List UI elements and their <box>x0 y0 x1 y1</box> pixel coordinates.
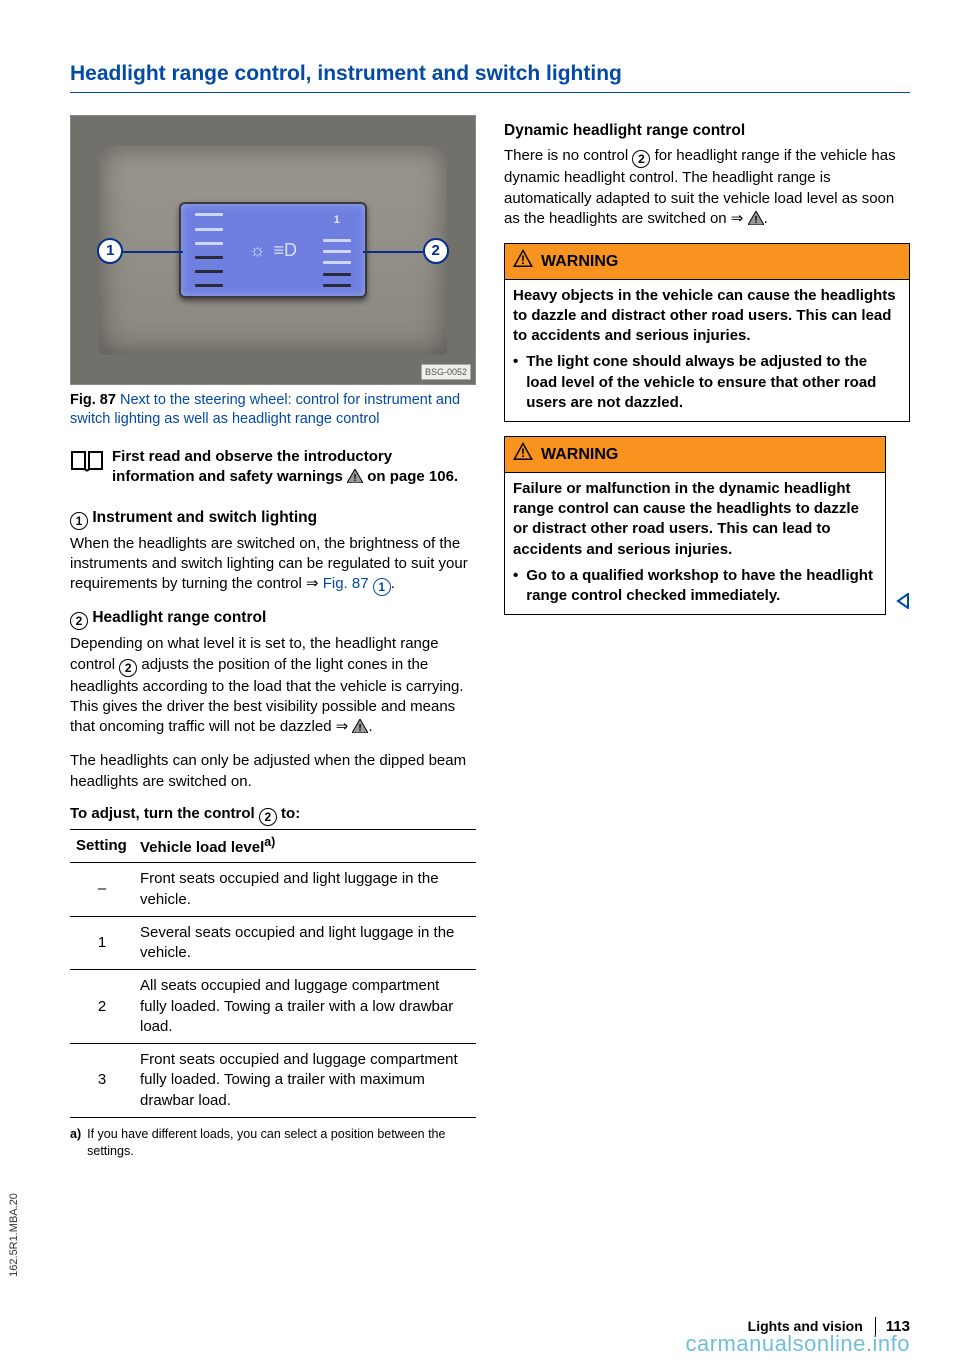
circled-2-table: 2 <box>259 808 277 826</box>
figure-id: BSG-0052 <box>421 364 471 380</box>
svg-text:!: ! <box>359 723 362 733</box>
watermark: carmanualsonline.info <box>685 1329 910 1359</box>
table-row: 1Several seats occupied and light luggag… <box>70 916 476 970</box>
warning1-bullet: The light cone should always be adjusted… <box>526 352 901 413</box>
right-column: Dynamic headlight range control There is… <box>504 115 910 1159</box>
svg-text:!: ! <box>754 215 757 225</box>
warning-box-2: ! WARNING Failure or malfunction in the … <box>504 436 886 615</box>
svg-text:!: ! <box>353 473 356 483</box>
circled-1: 1 <box>70 512 88 530</box>
circled-1-ref: 1 <box>373 578 391 596</box>
warning-box-1: ! WARNING Heavy objects in the vehicle c… <box>504 243 910 422</box>
svg-text:!: ! <box>521 253 525 267</box>
circled-2-inline: 2 <box>119 659 137 677</box>
fig-ref-link[interactable]: Fig. 87 <box>323 575 369 592</box>
warning2-bullet: Go to a qualified workshop to have the h… <box>526 566 877 607</box>
warning-label: WARNING <box>541 444 618 466</box>
svg-text:!: ! <box>521 446 525 460</box>
figure-caption-text: Next to the steering wheel: control for … <box>70 392 460 427</box>
warning-triangle-icon: ! <box>347 469 363 489</box>
dynamic-heading: Dynamic headlight range control <box>504 121 910 142</box>
document-code: 162.5R1.MBA.20 <box>7 1193 22 1277</box>
intro-text: First read and observe the introductory … <box>112 447 476 490</box>
panel-icons: ☼≡D <box>249 238 297 262</box>
warning2-text: Failure or malfunction in the dynamic he… <box>513 479 877 560</box>
table-footnote: a) If you have different loads, you can … <box>70 1126 476 1160</box>
section2-heading: 2 Headlight range control <box>70 608 476 630</box>
warning-label: WARNING <box>541 251 618 273</box>
warning-triangle-icon: ! <box>513 442 533 467</box>
warning1-text: Heavy objects in the vehicle can cause t… <box>513 286 901 347</box>
table-header-load: Vehicle load levela) <box>134 830 476 863</box>
control-panel-illustration: ☼≡D 1 <box>179 202 367 298</box>
figure-caption: Fig. 87 Next to the steering wheel: cont… <box>70 391 476 429</box>
page-title: Headlight range control, instrument and … <box>70 60 910 93</box>
table-header-setting: Setting <box>70 830 134 863</box>
left-column: ☼≡D 1 1 2 BSG-0052 Fig. <box>70 115 476 1159</box>
warning-triangle-icon: ! <box>748 211 764 231</box>
section1-body: When the headlights are switched on, the… <box>70 534 476 597</box>
dynamic-body: There is no control 2 for headlight rang… <box>504 146 910 231</box>
book-icon <box>70 449 104 490</box>
section2-body1: Depending on what level it is set to, th… <box>70 634 476 739</box>
section1-heading: 1 Instrument and switch lighting <box>70 508 476 530</box>
table-row: 2All seats occupied and luggage compartm… <box>70 970 476 1044</box>
circled-2-dyn: 2 <box>632 150 650 168</box>
callout-1: 1 <box>97 238 123 264</box>
table-row: –Front seats occupied and light luggage … <box>70 863 476 917</box>
figure-caption-prefix: Fig. 87 <box>70 392 116 408</box>
section2-body2: The headlights can only be adjusted when… <box>70 751 476 792</box>
table-title: To adjust, turn the control 2 to: <box>70 804 476 830</box>
table-row: 3Front seats occupied and luggage compar… <box>70 1044 476 1118</box>
warning-triangle-icon: ! <box>352 719 368 739</box>
warning-triangle-icon: ! <box>513 249 533 274</box>
settings-table: Setting Vehicle load levela) –Front seat… <box>70 830 476 1118</box>
section-end-icon <box>896 593 910 615</box>
callout-2: 2 <box>423 238 449 264</box>
figure-87: ☼≡D 1 1 2 BSG-0052 <box>70 115 476 385</box>
circled-2: 2 <box>70 612 88 630</box>
